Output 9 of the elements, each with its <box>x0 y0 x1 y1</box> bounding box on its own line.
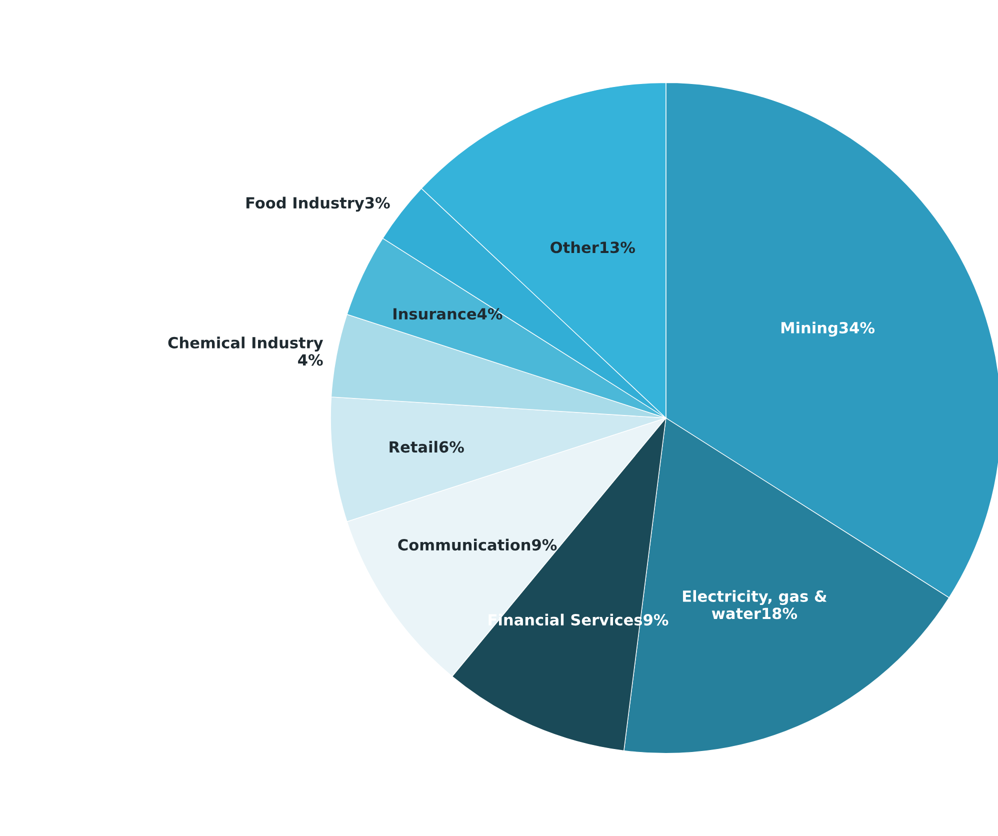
slice-label: Retail6% <box>390 440 464 453</box>
slice-label: Communication9% <box>398 538 557 551</box>
slice-label: Chemical Industry <box>168 336 324 352</box>
slice-label: Other13% <box>550 241 635 254</box>
slice-label: Electricity, gas & water18% <box>683 590 827 620</box>
slice-label: Food Industry3% <box>246 196 390 212</box>
slice-label: Mining34% <box>781 322 875 337</box>
data-label: 4% <box>298 354 323 366</box>
slice-label: Insurance4% <box>394 308 502 320</box>
